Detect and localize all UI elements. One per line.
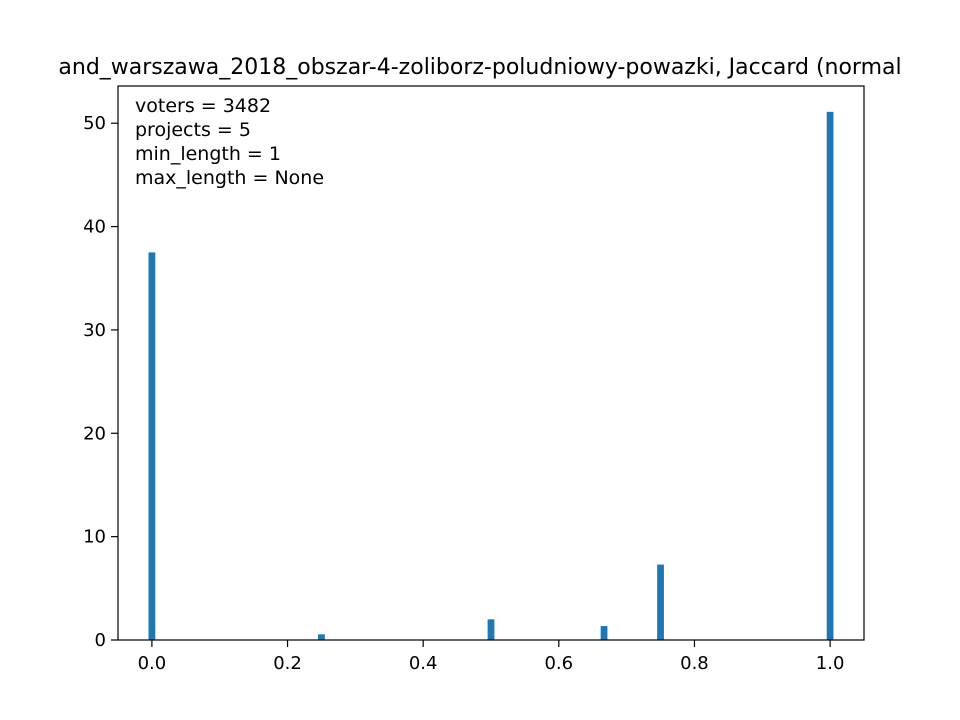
y-tick-label: 20 — [83, 423, 106, 444]
x-tick-label: 0.6 — [544, 653, 573, 674]
y-tick-label: 0 — [95, 630, 106, 651]
x-tick-label: 0.8 — [680, 653, 709, 674]
y-tick-label: 30 — [83, 320, 106, 341]
x-axis: 0.0 0.2 0.4 0.6 0.8 1.0 — [138, 640, 845, 674]
y-tick-label: 10 — [83, 527, 106, 548]
chart-title: and_warszawa_2018_obszar-4-zoliborz-polu… — [58, 55, 901, 80]
x-tick-label: 0.4 — [409, 653, 438, 674]
bar — [600, 626, 608, 640]
annotation-line: min_length = 1 — [135, 143, 281, 165]
y-tick-label: 50 — [83, 113, 106, 134]
annotation-line: projects = 5 — [135, 119, 251, 141]
x-tick-label: 1.0 — [816, 653, 845, 674]
bar — [657, 564, 664, 640]
bar — [487, 619, 495, 640]
annotation-line: voters = 3482 — [135, 95, 271, 117]
bar — [826, 111, 834, 641]
plot-frame — [117, 85, 865, 641]
x-tick-label: 0.0 — [138, 653, 167, 674]
y-tick-label: 40 — [83, 217, 106, 238]
y-axis: 0 10 20 30 40 50 — [83, 113, 118, 651]
bars-group — [148, 111, 834, 641]
bar — [318, 634, 325, 640]
x-tick-label: 0.2 — [273, 653, 302, 674]
annotation-line: max_length = None — [135, 167, 324, 189]
bar — [148, 252, 156, 640]
